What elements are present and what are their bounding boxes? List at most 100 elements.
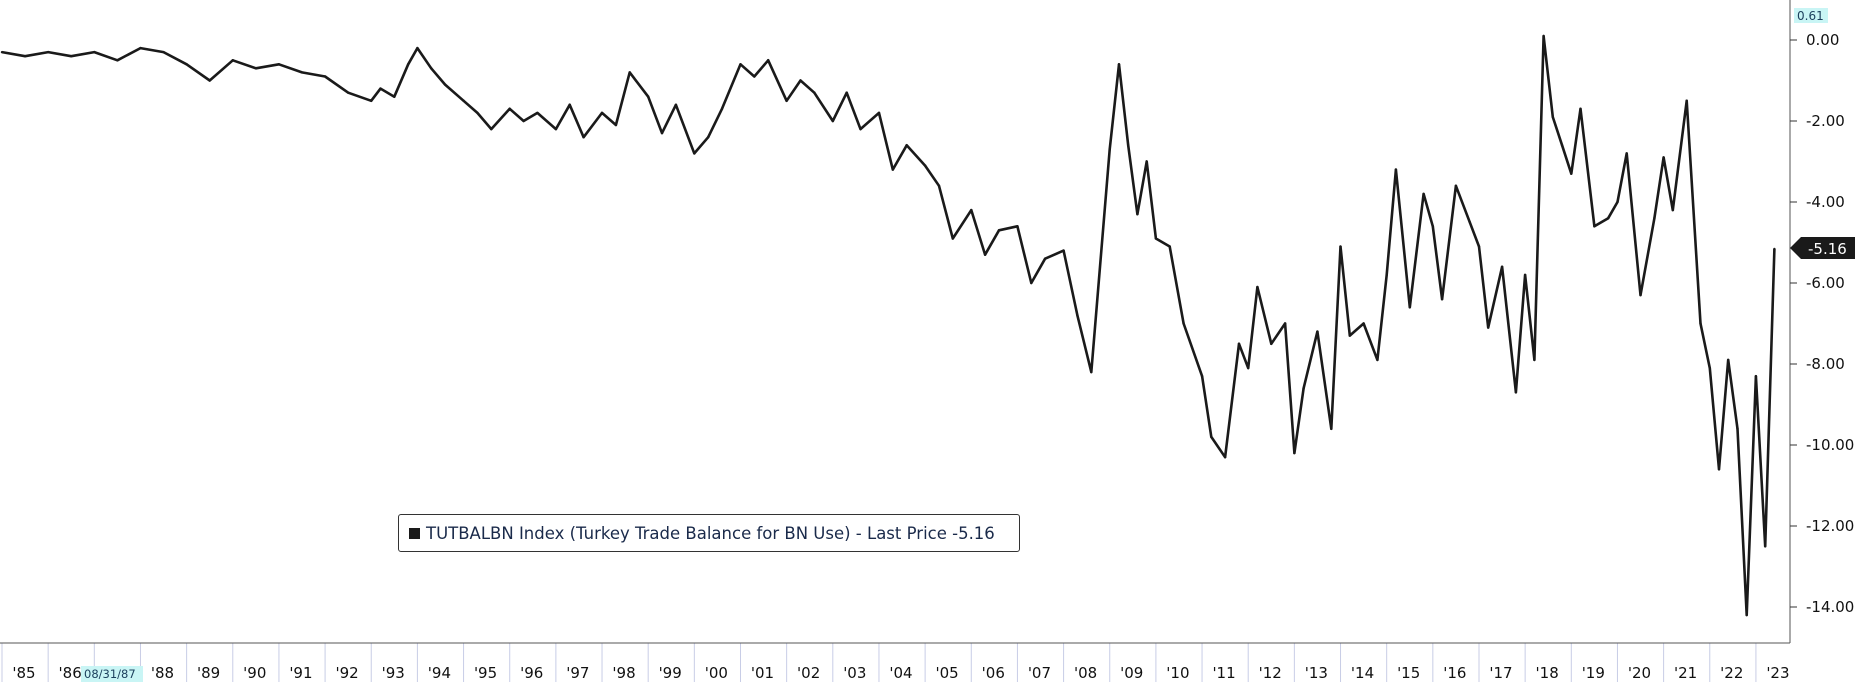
data-point [937, 184, 941, 187]
data-point [393, 95, 396, 98]
data-point [1533, 358, 1536, 362]
last-value-badge [1790, 237, 1855, 259]
data-point [813, 91, 816, 94]
data-point [1560, 144, 1564, 147]
data-point [1385, 273, 1388, 277]
x-tick-label: '23 [1766, 664, 1789, 682]
x-tick-label: '17 [1489, 664, 1512, 682]
x-tick-label: '00 [705, 664, 728, 682]
data-point [1685, 99, 1688, 102]
legend-swatch [409, 527, 420, 539]
x-tick-label: '14 [1351, 664, 1374, 682]
y-tick-label: -12.00 [1806, 517, 1854, 535]
x-tick-label: '94 [428, 664, 451, 682]
series-layer [0, 34, 1776, 617]
data-point [1736, 427, 1739, 430]
data-point [1302, 387, 1305, 390]
data-point [1076, 314, 1079, 317]
data-point [1362, 322, 1365, 325]
x-tick-label: '86 [59, 664, 82, 682]
data-point [46, 50, 50, 54]
x-tick-label: '97 [566, 664, 589, 682]
x-tick-label: '09 [1120, 664, 1143, 682]
data-point [1579, 107, 1582, 111]
data-point [1200, 374, 1204, 378]
data-point [1551, 115, 1555, 119]
data-point [720, 107, 724, 111]
data-point [1168, 245, 1171, 248]
x-tick-label: '03 [843, 664, 866, 682]
data-point [1671, 208, 1675, 212]
x-tick-label: '88 [151, 664, 174, 682]
data-point [1542, 34, 1545, 38]
data-point [1348, 334, 1351, 337]
data-point [568, 103, 571, 107]
data-point [1283, 322, 1287, 325]
data-point [370, 99, 373, 102]
data-point [1256, 285, 1259, 289]
x-tick-label: '99 [659, 664, 682, 682]
data-point [1316, 330, 1319, 333]
data-point [845, 91, 848, 94]
data-point [1376, 358, 1379, 362]
data-point [706, 136, 710, 139]
x-tick-label: '06 [982, 664, 1005, 682]
data-point [116, 59, 119, 62]
data-point [1293, 451, 1296, 455]
date-marker-label: 08/31/87 [84, 667, 136, 681]
data-point [1210, 435, 1213, 439]
data-point [0, 50, 4, 54]
data-point [1154, 237, 1158, 240]
last-value-label: -5.16 [1808, 240, 1847, 258]
data-point [476, 111, 479, 115]
data-point [462, 99, 465, 102]
data-point [1653, 217, 1656, 220]
data-point [1223, 455, 1227, 459]
data-point [1662, 156, 1665, 159]
data-point [1708, 366, 1711, 370]
x-tick-label: '01 [751, 664, 774, 682]
data-point [406, 63, 410, 66]
x-tick-label: '91 [289, 664, 312, 682]
data-point [208, 79, 211, 82]
data-point [1454, 184, 1458, 187]
axis-max-marker: 0.61 [1794, 8, 1828, 23]
data-point [970, 208, 973, 212]
data-point [1431, 225, 1435, 228]
data-point [646, 95, 650, 98]
data-point [1754, 374, 1758, 378]
x-tick-label: '89 [197, 664, 220, 682]
data-point [923, 164, 927, 167]
data-point [997, 229, 1001, 232]
data-point [430, 67, 433, 70]
data-point [1468, 221, 1471, 224]
x-tick-label: '92 [335, 664, 358, 682]
data-point [300, 71, 304, 74]
data-point [554, 127, 558, 131]
data-point [1500, 265, 1504, 268]
data-point [1237, 342, 1241, 345]
data-point [799, 79, 802, 82]
data-point [508, 107, 511, 111]
data-point [139, 46, 142, 50]
data-point [660, 131, 664, 135]
data-point [1607, 217, 1610, 220]
legend: TUTBALBN Index (Turkey Trade Balance for… [398, 514, 1020, 552]
axis-max-label: 0.61 [1797, 9, 1824, 23]
x-tick-label: '19 [1582, 664, 1605, 682]
x-tick-label: '98 [612, 664, 635, 682]
data-point [877, 111, 881, 115]
series-line [1, 34, 1776, 617]
data-point [1745, 613, 1748, 617]
y-tick-label: 0.00 [1806, 31, 1839, 49]
data-point [766, 59, 770, 62]
data-point [1117, 63, 1121, 66]
data-point [1717, 468, 1721, 471]
data-point [674, 103, 678, 107]
data-point [1727, 358, 1730, 362]
data-point [1030, 281, 1033, 285]
x-tick-label: '11 [1212, 664, 1235, 682]
x-tick-label: '22 [1720, 664, 1743, 682]
data-point [1477, 245, 1481, 248]
x-tick-label: '95 [474, 664, 497, 682]
